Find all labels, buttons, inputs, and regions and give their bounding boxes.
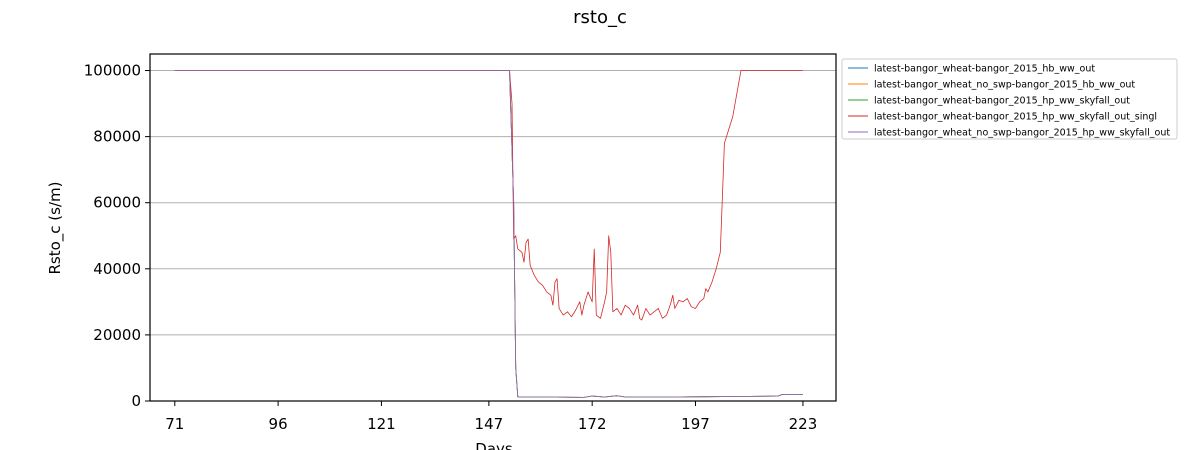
series-line-3 — [174, 70, 803, 398]
series-line-5 — [174, 70, 803, 398]
series-line-1 — [174, 70, 803, 398]
x-tick-label: 147 — [475, 415, 504, 433]
y-tick-label: 0 — [131, 392, 141, 410]
y-tick-label: 100000 — [84, 62, 141, 80]
plot-series — [174, 70, 803, 398]
chart-title: rsto_c — [573, 7, 627, 28]
series-line-2 — [174, 70, 803, 398]
plot-frame — [149, 53, 837, 402]
x-tick-label: 223 — [789, 415, 818, 433]
legend-box — [841, 58, 1178, 140]
legend-label: latest-bangor_wheat_no_swp-bangor_2015_h… — [874, 128, 1170, 139]
x-axis-ticks: 71 96 121 147 172 197 223 — [165, 401, 817, 433]
x-tick-label: 71 — [165, 415, 184, 433]
y-tick-label: 60000 — [93, 194, 141, 212]
series-line-4 — [174, 70, 803, 321]
x-tick-label: 121 — [367, 415, 396, 433]
legend-label: latest-bangor_wheat-bangor_2015_hb_ww_ou… — [874, 64, 1095, 75]
y-tick-label: 80000 — [93, 128, 141, 146]
legend-label: latest-bangor_wheat-bangor_2015_hp_ww_sk… — [874, 96, 1130, 107]
legend: latest-bangor_wheat-bangor_2015_hb_ww_ou… — [841, 58, 1178, 140]
x-tick-label: 96 — [269, 415, 288, 433]
x-tick-label: 197 — [681, 415, 710, 433]
legend-label: latest-bangor_wheat_no_swp-bangor_2015_h… — [874, 80, 1135, 91]
x-axis-label: Days — [475, 440, 513, 450]
y-tick-label: 40000 — [93, 260, 141, 278]
y-axis-label: Rsto_c (s/m) — [46, 182, 65, 275]
y-axis-ticks: 0 20000 40000 60000 80000 100000 — [84, 62, 150, 410]
legend-label: latest-bangor_wheat-bangor_2015_hp_ww_sk… — [874, 112, 1157, 123]
legend-entries: latest-bangor_wheat-bangor_2015_hb_ww_ou… — [848, 64, 1170, 139]
y-tick-label: 20000 — [93, 326, 141, 344]
x-tick-label: 172 — [578, 415, 607, 433]
gridlines — [150, 70, 836, 402]
